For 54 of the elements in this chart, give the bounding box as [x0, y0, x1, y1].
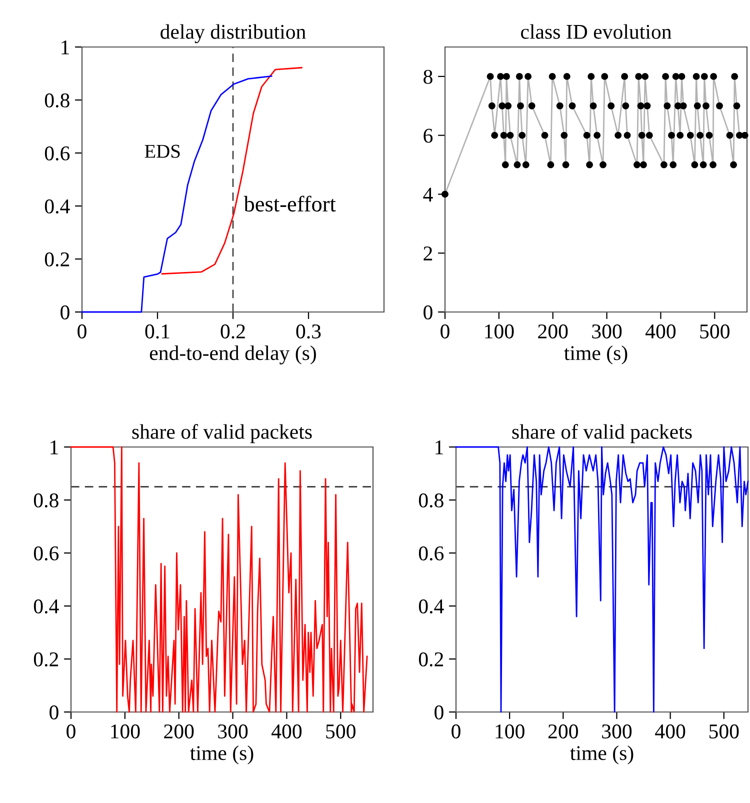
y-tick-label: 0: [424, 305, 432, 320]
x-tick-label: 0: [452, 724, 460, 738]
x-tick-label: 0: [78, 324, 86, 338]
x-tick-label: 100: [111, 724, 140, 738]
y-tick-label: 8: [424, 70, 432, 84]
y-tick-label: 0.4: [44, 199, 70, 214]
x-axis-title: time (s): [564, 345, 628, 364]
x-tick-label: 0.1: [145, 324, 170, 339]
x-tick-label: 300: [592, 324, 622, 338]
x-tick-label: 500: [700, 324, 730, 338]
x-tick-label: 300: [602, 724, 632, 738]
x-tick-label: 400: [271, 724, 302, 738]
line-series: [455, 446, 749, 713]
y-tick-label: 0.4: [34, 599, 59, 614]
x-axis-title: end-to-end delay (s): [150, 345, 316, 364]
x-tick-label: 500: [709, 724, 739, 738]
y-tick-label: 1: [50, 440, 58, 454]
x-tick-label: 200: [538, 324, 568, 338]
series-label: best-effort: [244, 196, 336, 212]
x-axis-title: time (s): [190, 745, 254, 764]
y-tick-label: 0.8: [44, 93, 70, 108]
chart-title: class ID evolution: [520, 24, 672, 39]
y-tick-label: 0.8: [418, 493, 444, 508]
x-tick-label: 100: [496, 724, 524, 738]
y-tick-label: 0.2: [418, 652, 444, 667]
x-tick-label: 0.3: [296, 324, 321, 339]
y-tick-label: 0: [50, 705, 58, 720]
y-tick-label: 0: [60, 305, 70, 320]
x-tick-label: 200: [164, 724, 194, 738]
y-tick-label: 4: [423, 188, 433, 202]
y-tick-label: 0.2: [44, 252, 70, 267]
y-tick-label: 1: [62, 40, 69, 54]
x-tick-label: 100: [485, 324, 514, 338]
x-tick-label: 400: [655, 724, 686, 738]
y-tick-label: 0.2: [34, 652, 58, 667]
x-axis-title: time (s): [570, 745, 634, 764]
y-tick-label: 6: [424, 128, 433, 143]
y-tick-label: 0.6: [418, 546, 444, 561]
x-tick-label: 200: [548, 724, 578, 738]
y-tick-label: 0.6: [34, 546, 59, 561]
chart-title: share of valid packets: [512, 424, 692, 444]
x-tick-label: 500: [326, 724, 356, 738]
x-tick-label: 0.2: [220, 324, 245, 339]
y-tick-label: 1: [436, 440, 443, 454]
x-tick-label: 400: [645, 324, 676, 338]
y-tick-label: 0: [434, 705, 444, 720]
y-tick-label: 0.6: [44, 146, 70, 161]
chart-title: delay distribution: [160, 24, 306, 44]
y-tick-label: 0.4: [418, 599, 444, 614]
y-tick-label: 2: [424, 246, 432, 260]
y-tick-label: 0.8: [34, 493, 58, 508]
chart-title: share of valid packets: [132, 424, 312, 444]
x-tick-label: 300: [218, 724, 248, 738]
series-label: EDS: [144, 144, 180, 158]
